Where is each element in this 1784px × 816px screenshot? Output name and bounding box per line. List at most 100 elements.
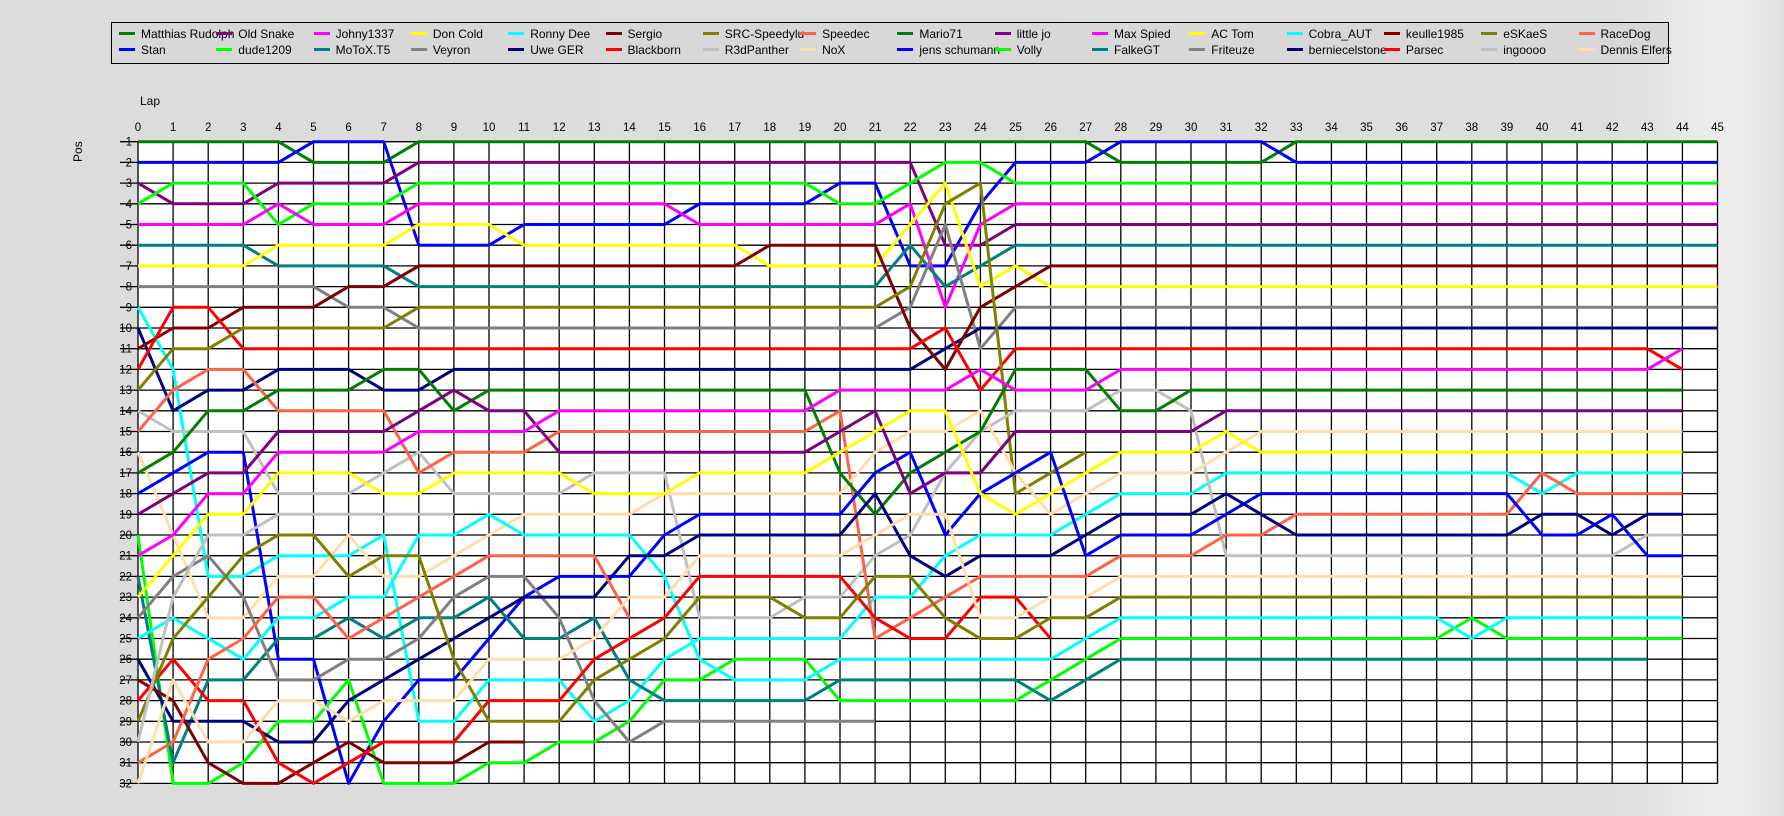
x-tick-label: 1 <box>170 122 176 134</box>
series-line <box>136 533 1683 723</box>
x-tick-label: 18 <box>763 122 776 134</box>
y-tick-label: 14 <box>119 406 132 418</box>
y-tick-label: 12 <box>119 364 132 376</box>
x-tick-label: 14 <box>623 122 636 134</box>
legend-item: Dennis Elfers <box>1578 42 1672 58</box>
legend-item: little jo <box>994 26 1051 42</box>
series-berniecelstone <box>136 492 1683 744</box>
series-src-speedylu <box>136 181 1087 496</box>
legend-item: ingoooo <box>1481 42 1546 58</box>
x-tick-label: 45 <box>1711 122 1724 134</box>
legend-label: FalkeGT <box>1114 43 1161 57</box>
x-tick-label: 24 <box>974 122 987 134</box>
legend-label: Veyron <box>432 43 471 57</box>
legend-item: keulle1985 <box>1383 26 1464 42</box>
legend-swatch <box>1481 32 1498 36</box>
x-tick-labels: 0 1 2 3 4 5 6 7 8 9 10 11 12 13 14 15 16 17 18 19 20 21 22 23 24… <box>135 122 1724 134</box>
x-tick-label: 0 <box>135 122 141 134</box>
x-tick-label: 19 <box>799 122 812 134</box>
series-line <box>136 326 1718 413</box>
x-tick-label: 25 <box>1009 122 1022 134</box>
legend-item: Stan <box>119 42 166 58</box>
legend-swatch <box>508 48 525 52</box>
y-tick-label: 20 <box>119 530 132 542</box>
series-mario71 <box>137 367 1683 516</box>
series-uwe-ger <box>136 326 1718 413</box>
legend-swatch <box>1578 48 1595 52</box>
x-tick-label: 5 <box>310 122 316 134</box>
legend: Matthias Rudolph Stan Old Snake dude1209 Joh… <box>111 22 1672 64</box>
series-line <box>136 492 1683 744</box>
legend-swatch <box>702 32 719 36</box>
legend-swatch <box>508 32 525 36</box>
legend-swatch <box>605 48 622 52</box>
legend-label: Blackborn <box>627 43 681 57</box>
y-tick-label: 29 <box>119 716 132 728</box>
series-cobra-aut <box>137 512 1683 682</box>
legend-item: Old Snake <box>216 26 294 42</box>
legend-label: jens schumann <box>919 43 1001 57</box>
x-tick-label: 22 <box>904 122 917 134</box>
y-tick-label: 10 <box>119 323 132 335</box>
legend-item: AC Tom <box>1189 26 1254 42</box>
series-sergio <box>137 243 1718 371</box>
legend-label: little jo <box>1016 27 1051 41</box>
legend-item: Uwe GER <box>508 42 584 58</box>
legend-label: Volly <box>1016 43 1043 57</box>
x-tick-label: 34 <box>1325 122 1338 134</box>
legend-swatch <box>410 32 427 36</box>
y-tick-label: 23 <box>119 592 132 604</box>
series-ingoooo <box>136 512 454 743</box>
legend-swatch <box>1286 32 1303 36</box>
legend-swatch <box>119 48 135 52</box>
legend-swatch <box>216 48 233 52</box>
y-tick-label: 9 <box>126 302 132 314</box>
x-tick-label: 7 <box>380 122 386 134</box>
series-jens-schumann <box>137 450 1683 785</box>
x-tick-label: 3 <box>240 122 246 134</box>
series-max-spied <box>137 347 1684 557</box>
legend-swatch <box>313 48 330 52</box>
series-line <box>136 574 1052 785</box>
legend-item: Veyron <box>410 42 471 58</box>
legend-item: Friteuze <box>1189 42 1255 58</box>
series-racedog <box>137 554 631 764</box>
x-tick-label: 4 <box>275 122 282 134</box>
legend-swatch <box>702 48 719 52</box>
x-tick-label: 37 <box>1430 122 1443 134</box>
series-ronny-dee <box>136 306 1683 723</box>
series-ac-tom <box>136 409 1683 599</box>
legend-item: RaceDog <box>1578 26 1651 42</box>
legend-item: NoX <box>800 42 845 58</box>
y-tick-label: 24 <box>119 613 132 625</box>
legend-item: Parsec <box>1383 42 1444 58</box>
legend-label: Parsec <box>1405 43 1444 57</box>
legend-label: Speedec <box>822 27 870 41</box>
legend-swatch <box>410 48 427 52</box>
x-tick-label: 40 <box>1536 122 1549 134</box>
legend-label: dude1209 <box>238 43 292 57</box>
y-tick-label: 8 <box>126 282 132 294</box>
series-line <box>136 305 1684 392</box>
series-speedec <box>136 367 1683 640</box>
x-tick-label: 10 <box>483 122 496 134</box>
series-line <box>136 576 1648 765</box>
x-tick-label: 8 <box>416 122 422 134</box>
legend-swatch <box>994 32 1011 36</box>
legend-swatch <box>1481 48 1498 52</box>
legend-label: Don Cold <box>432 27 483 41</box>
series-line <box>137 160 1718 226</box>
x-tick-label: 2 <box>205 122 211 134</box>
series-line <box>136 306 1683 723</box>
legend-label: SRC-Speedylu <box>724 27 805 41</box>
series-line <box>136 409 1683 599</box>
legend-label: Max Spied <box>1114 27 1171 41</box>
x-tick-label: 39 <box>1501 122 1514 134</box>
x-tick-label: 35 <box>1360 122 1373 134</box>
legend-swatch <box>1189 48 1206 52</box>
legend-label: keulle1985 <box>1405 27 1464 41</box>
series-line <box>137 450 1683 785</box>
legend-label: Matthias Rudolph <box>141 27 235 41</box>
series-falkegt <box>136 576 1648 765</box>
legend-item: FalkeGT <box>1092 42 1160 58</box>
